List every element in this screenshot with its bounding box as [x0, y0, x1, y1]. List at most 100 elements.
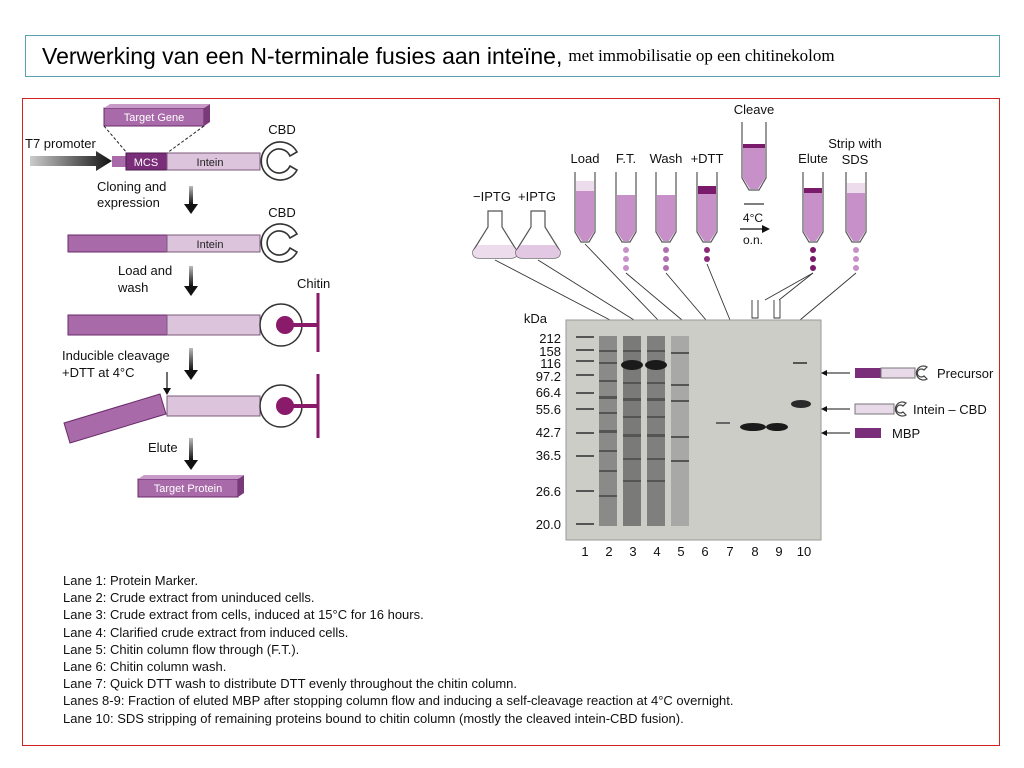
- marker-label: 158: [539, 344, 561, 359]
- load-label-1: Load and: [118, 263, 172, 278]
- minus-iptg-label: −IPTG: [473, 189, 511, 204]
- marker-label: 116: [540, 356, 561, 371]
- cleavage-label-2: +DTT at 4°C: [62, 365, 135, 380]
- column-elute-icon: [802, 172, 824, 271]
- intein-cbd-annotation: Intein – CBD: [821, 401, 987, 417]
- construct-3: Chitin: [67, 276, 330, 352]
- cbd-icon-1: [260, 141, 299, 181]
- precursor-cbd-icon: [915, 365, 928, 381]
- down-arrow-icon-1: [184, 186, 198, 214]
- target-gene-box: Target Gene: [103, 104, 210, 127]
- down-arrow-icon-3: [184, 348, 198, 380]
- legend-item: Lane 1: Protein Marker.: [63, 573, 199, 588]
- flask-minus-iptg-icon: [472, 210, 518, 259]
- down-arrow-icon-4: [184, 438, 198, 470]
- legend-item: Lane 4: Clarified crude extract from ind…: [63, 624, 349, 640]
- slide-title: Verwerking van een N-terminale fusies aa…: [25, 35, 1000, 77]
- cloning-label-2: expression: [97, 195, 160, 210]
- title-main: Verwerking van een N-terminale fusies aa…: [42, 42, 563, 69]
- marker-label: 66.4: [536, 385, 561, 400]
- smear-lanes: [599, 336, 689, 526]
- marker-label: 42.7: [536, 425, 561, 440]
- wash-label: Wash: [650, 151, 683, 166]
- cloning-label-1: Cloning and: [97, 179, 166, 194]
- column-cleave-icon: [741, 122, 767, 205]
- marker-label: 26.6: [536, 484, 561, 499]
- mbp-label: MBP: [892, 426, 920, 441]
- precursor-bands: [621, 360, 807, 370]
- legend-item: Lanes 8-9: Fraction of eluted MBP after …: [63, 693, 734, 709]
- intein-label-1: Intein: [197, 157, 224, 169]
- lane-number: 1: [581, 544, 588, 559]
- intein-label-2: Intein: [197, 239, 224, 251]
- mcs-label: MCS: [134, 157, 158, 169]
- intein-cbd-band: [791, 400, 811, 408]
- on-label: o.n.: [743, 233, 763, 247]
- marker-ladder-bands: [576, 336, 594, 525]
- marker-label: 20.0: [536, 517, 561, 532]
- lane-number: 9: [775, 544, 782, 559]
- column-ft-icon: [615, 172, 637, 271]
- cleave-label: Cleave: [734, 102, 774, 117]
- dashed-line-left: [103, 125, 128, 154]
- legend-item: Lane 3: Crude extract from cells, induce…: [63, 607, 424, 623]
- plus-iptg-label: +IPTG: [518, 189, 556, 204]
- title-sub: met immobilisatie op een chitinekolom: [568, 46, 835, 65]
- lane-legend: Lane 1: Protein Marker. Lane 2: Crude ex…: [63, 572, 734, 727]
- dtt-label: +DTT: [691, 151, 724, 166]
- legend-item: Lane 7: Quick DTT wash to distribute DTT…: [63, 676, 518, 692]
- construct-4: [63, 374, 320, 444]
- lane-number: 6: [701, 544, 708, 559]
- lane-number: 5: [677, 544, 684, 559]
- elute-label-scheme: Elute: [148, 440, 178, 455]
- legend-item: Lane 10: SDS stripping of remaining prot…: [63, 710, 684, 726]
- lane-number: 10: [797, 544, 811, 559]
- marker-label: 212: [539, 331, 561, 346]
- column-strip-icon: [845, 172, 867, 271]
- promoter-arrow-icon: [30, 151, 112, 171]
- marker-label: 36.5: [536, 448, 561, 463]
- load-label: Load: [571, 151, 600, 166]
- construct-2: Intein CBD: [67, 205, 299, 263]
- mbp-annotation: MBP: [821, 426, 920, 441]
- ft-label: F.T.: [616, 151, 636, 166]
- marker-label: 97.2: [536, 369, 561, 384]
- target-protein-box: Target Protein: [137, 475, 244, 498]
- kda-label: kDa: [524, 311, 548, 326]
- construct-1: MCS Intein CBD: [112, 122, 299, 181]
- column-wash-icon: [655, 172, 677, 271]
- mbp-bands: [716, 422, 788, 431]
- lane-number: 2: [605, 544, 612, 559]
- cbd-label-1: CBD: [268, 122, 295, 137]
- intein-cbd-icon: [894, 401, 907, 417]
- elute-label-column: Elute: [798, 151, 828, 166]
- lane-connector-lines: [494, 243, 857, 321]
- lane-number: 7: [726, 544, 733, 559]
- strip-label-2: SDS: [842, 152, 869, 167]
- lane-number: 3: [629, 544, 636, 559]
- precursor-label: Precursor: [937, 366, 994, 381]
- load-label-2: wash: [117, 280, 148, 295]
- legend-item: Lane 5: Chitin column flow through (F.T.…: [63, 641, 300, 657]
- target-gene-label: Target Gene: [124, 112, 185, 124]
- lane-numbers: 1 2 3 4 5 6 7 8 9 10: [581, 544, 811, 559]
- strip-label-1: Strip with: [828, 136, 881, 151]
- column-load-icon: [574, 172, 596, 243]
- target-protein-label: Target Protein: [154, 483, 222, 495]
- column-dtt-icon: [696, 172, 718, 262]
- cbd-icon-2: [260, 223, 299, 263]
- cbd-label-2: CBD: [268, 205, 295, 220]
- temp-label: 4°C: [743, 211, 763, 225]
- right-arrow-icon: [740, 225, 770, 233]
- lane-number: 8: [751, 544, 758, 559]
- flask-plus-iptg-icon: [515, 210, 561, 259]
- lane-number: 4: [653, 544, 660, 559]
- down-arrow-icon-2: [184, 266, 198, 296]
- t7-promoter-label: T7 promoter: [25, 136, 96, 151]
- precursor-annotation: Precursor: [821, 365, 994, 381]
- intein-cbd-label: Intein – CBD: [913, 402, 987, 417]
- figure-frame: [22, 98, 1000, 746]
- cleavage-arrow-icon: [163, 372, 171, 395]
- dashed-line-right: [166, 125, 205, 154]
